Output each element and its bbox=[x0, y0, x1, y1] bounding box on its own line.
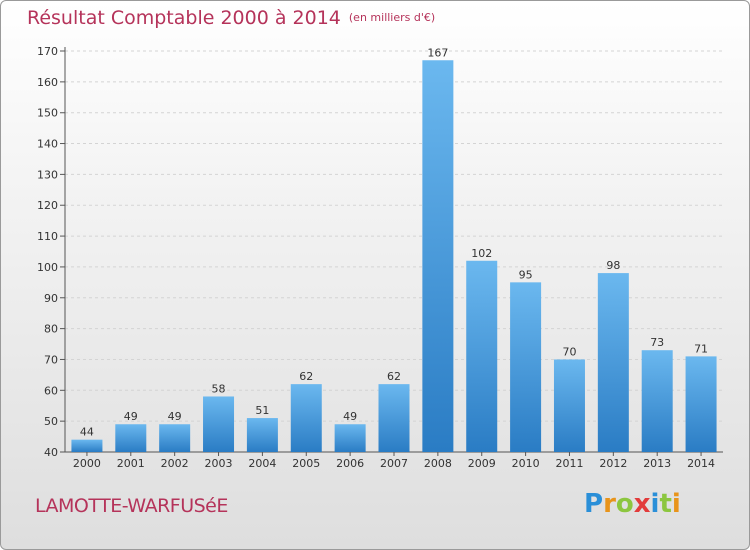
bar-2006 bbox=[334, 424, 366, 452]
y-tick-label: 40 bbox=[44, 446, 58, 459]
y-tick-label: 150 bbox=[37, 107, 58, 120]
chart-title: Résultat Comptable 2000 à 2014 (en millie… bbox=[27, 7, 435, 29]
x-tick-label: 2009 bbox=[468, 457, 496, 470]
bar-2008 bbox=[422, 60, 454, 452]
x-tick-labels: 2000 2001 2002 2003 2004 2005 2006 2007 2008 2009… bbox=[73, 457, 715, 470]
y-tick-label: 120 bbox=[37, 199, 58, 212]
bar-2014 bbox=[685, 356, 717, 452]
chart-unit: (en milliers d'€) bbox=[348, 11, 436, 24]
x-tick-label: 2001 bbox=[117, 457, 145, 470]
bars bbox=[71, 60, 717, 452]
x-tick-label: 2011 bbox=[555, 457, 583, 470]
logo-letter: r bbox=[603, 489, 616, 519]
data-label-2006: 49 bbox=[343, 410, 357, 423]
bar-2007 bbox=[378, 384, 410, 452]
bar-2002 bbox=[159, 424, 191, 452]
logo-letter: i bbox=[671, 489, 681, 519]
bar-2005 bbox=[290, 384, 322, 452]
bar-2001 bbox=[115, 424, 147, 452]
y-tick-label: 70 bbox=[44, 353, 58, 366]
y-tick-labels: 40 50 60 70 80 90 100 110 120 130 140 150 160 170 bbox=[37, 45, 58, 459]
data-label-2009: 102 bbox=[471, 247, 492, 260]
y-tick-label: 170 bbox=[37, 45, 58, 58]
y-tick-label: 90 bbox=[44, 292, 58, 305]
x-tick-label: 2000 bbox=[73, 457, 101, 470]
y-tick-label: 50 bbox=[44, 415, 58, 428]
data-label-2003: 58 bbox=[212, 382, 226, 395]
data-label-2007: 62 bbox=[387, 370, 401, 383]
y-tick-label: 130 bbox=[37, 168, 58, 181]
x-tick-label: 2004 bbox=[248, 457, 276, 470]
data-label-2005: 62 bbox=[299, 370, 313, 383]
data-labels: 44 49 49 58 51 62 49 62 167 102 95 70 98 73 71 bbox=[80, 46, 708, 438]
x-tick-label: 2007 bbox=[380, 457, 408, 470]
logo-letter: P bbox=[584, 489, 604, 519]
data-label-2002: 49 bbox=[168, 410, 182, 423]
x-tick-label: 2008 bbox=[424, 457, 452, 470]
data-label-2008: 167 bbox=[427, 46, 448, 59]
bar-2004 bbox=[246, 418, 278, 452]
y-tick-label: 110 bbox=[37, 230, 58, 243]
x-tick-label: 2013 bbox=[643, 457, 671, 470]
logo-letter: x bbox=[633, 489, 651, 519]
y-tick-label: 60 bbox=[44, 384, 58, 397]
bar-2000 bbox=[71, 439, 103, 452]
x-tick-label: 2012 bbox=[599, 457, 627, 470]
data-label-2011: 70 bbox=[562, 345, 576, 358]
proxiti-logo: Proxiti bbox=[584, 489, 681, 519]
y-tick-label: 140 bbox=[37, 138, 58, 151]
y-tick-label: 160 bbox=[37, 76, 58, 89]
y-tick-label: 80 bbox=[44, 323, 58, 336]
bar-2011 bbox=[553, 359, 585, 452]
data-label-2000: 44 bbox=[80, 426, 94, 439]
x-tick-label: 2014 bbox=[687, 457, 715, 470]
x-tick-label: 2003 bbox=[205, 457, 233, 470]
bar-2003 bbox=[203, 396, 235, 452]
x-tick-label: 2005 bbox=[292, 457, 320, 470]
data-label-2001: 49 bbox=[124, 410, 138, 423]
data-label-2013: 73 bbox=[650, 336, 664, 349]
x-tick-label: 2002 bbox=[161, 457, 189, 470]
logo-letter: o bbox=[615, 489, 634, 519]
x-tick-label: 2006 bbox=[336, 457, 364, 470]
data-label-2010: 95 bbox=[519, 268, 533, 281]
bar-2012 bbox=[597, 273, 629, 452]
data-label-2014: 71 bbox=[694, 342, 708, 355]
bar-2013 bbox=[641, 350, 673, 452]
logo-letter: i bbox=[650, 489, 660, 519]
y-tick-label: 100 bbox=[37, 261, 58, 274]
commune-name: LAMOTTE-WARFUSéE bbox=[35, 495, 228, 517]
bar-2010 bbox=[510, 282, 542, 452]
data-label-2012: 98 bbox=[606, 259, 620, 272]
bar-2009 bbox=[466, 260, 498, 452]
chart-title-text: Résultat Comptable 2000 à 2014 bbox=[27, 7, 341, 29]
data-label-2004: 51 bbox=[255, 404, 269, 417]
x-tick-label: 2010 bbox=[512, 457, 540, 470]
logo-letter: t bbox=[659, 489, 672, 519]
